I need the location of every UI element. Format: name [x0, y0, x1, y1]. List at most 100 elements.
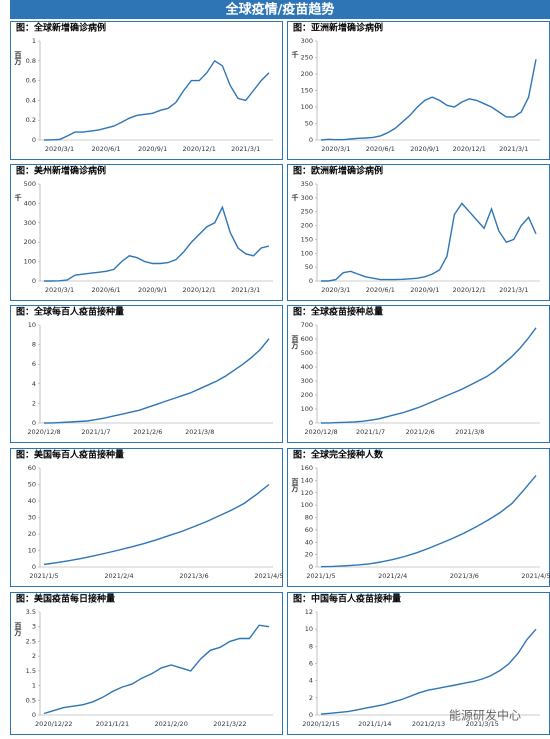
x-tick-label: 2020/9/1: [138, 286, 167, 294]
chart-title: 图：美国每百人疫苗接种量: [16, 449, 124, 461]
y-tick-label: 120: [301, 489, 313, 497]
line: [320, 628, 537, 715]
line: [43, 338, 270, 424]
chart-title: 图：中国每百人疫苗接种量: [293, 593, 401, 605]
y-tick-label: 2: [32, 399, 36, 407]
y-tick-label: 300: [24, 219, 36, 227]
header-bar: [10, 0, 550, 19]
y-tick-label: 140: [301, 476, 313, 484]
y-tick-label: 6: [32, 360, 36, 368]
x-tick-label: 2020/12/22: [35, 720, 72, 728]
chart-title: 图：欧洲新增确诊病例: [293, 165, 383, 177]
x-tick-label: 2021/1/7: [81, 428, 110, 436]
y-tick-label: 1: [32, 37, 36, 45]
x-tick-label: 2020/12/15: [302, 720, 339, 728]
x-tick-label: 2021/3/8: [455, 428, 484, 436]
x-tick-label: 2020/6/1: [91, 145, 120, 153]
y-tick-label: 100: [301, 103, 313, 111]
y-tick-label: 200: [24, 238, 36, 246]
y-tick-label: 250: [301, 54, 313, 62]
x-tick-label: 2021/3/1: [231, 145, 260, 153]
y-tick-label: 6: [309, 660, 313, 668]
y-tick-label: 160: [301, 464, 313, 472]
x-tick-label: 2020/12/1: [453, 145, 486, 153]
x-tick-label: 2021/2/13: [412, 720, 445, 728]
chart-title: 图：亚洲新增确诊病例: [293, 22, 383, 34]
x-tick-label: 2021/1/5: [29, 572, 58, 580]
x-tick-label: 2020/12/1: [183, 145, 216, 153]
y-tick-label: 0: [309, 711, 313, 719]
y-axis-label: 百万: [14, 622, 23, 637]
chart-title: 图：全球新增确诊病例: [16, 22, 106, 34]
y-tick-label: 4: [309, 677, 313, 685]
y-tick-label: 0.2: [26, 116, 36, 124]
x-tick-label: 2021/2/4: [104, 572, 133, 580]
y-tick-label: 8: [309, 642, 313, 650]
x-tick-label: 2020/3/1: [45, 286, 74, 294]
x-tick-label: 2021/2/6: [133, 428, 162, 436]
x-tick-label: 2021/3/8: [185, 428, 214, 436]
x-tick-label: 2021/1/7: [356, 428, 385, 436]
x-tick-label: 2020/6/1: [91, 286, 120, 294]
y-tick-label: 0: [32, 277, 36, 285]
x-tick-label: 2021/3/15: [466, 720, 499, 728]
x-tick-label: 2021/3/1: [499, 145, 528, 153]
y-tick-label: 8: [32, 341, 36, 349]
y-tick-label: 0: [309, 563, 313, 571]
y-tick-label: 200: [301, 70, 313, 78]
x-tick-label: 2021/1/5: [306, 572, 335, 580]
line: [44, 205, 270, 282]
y-tick-label: 50: [28, 481, 36, 489]
y-tick-label: 20: [305, 551, 313, 559]
y-tick-label: 150: [301, 87, 313, 95]
x-tick-label: 2021/3/1: [499, 286, 528, 294]
y-tick-label: 0.8: [26, 57, 36, 65]
line: [43, 483, 270, 566]
y-tick-label: 0: [309, 277, 313, 285]
x-tick-label: 2021/2/20: [155, 720, 188, 728]
x-tick-label: 2021/3/1: [231, 286, 260, 294]
line: [43, 59, 270, 141]
line: [320, 474, 537, 568]
line: [320, 59, 537, 141]
x-tick-label: 2021/4/5: [254, 572, 283, 580]
panel-border: [10, 21, 283, 160]
line: [320, 327, 537, 424]
y-tick-label: 30: [28, 514, 36, 522]
y-tick-label: 10: [305, 625, 313, 633]
y-tick-label: 80: [305, 514, 313, 522]
y-tick-label: 100: [24, 258, 36, 266]
y-tick-label: 600: [301, 335, 313, 343]
y-tick-label: 2: [309, 694, 313, 702]
y-axis-label: 百万: [291, 478, 300, 493]
y-tick-label: 20: [28, 530, 36, 538]
y-axis-label: 百万: [291, 335, 300, 350]
y-tick-label: 400: [301, 363, 313, 371]
chart-title: 图：美国疫苗每日接种量: [16, 593, 115, 605]
x-tick-label: 2020/12/1: [183, 286, 216, 294]
y-tick-label: 10: [28, 321, 36, 329]
y-tick-label: 4: [32, 380, 36, 388]
x-tick-label: 2020/3/1: [321, 286, 350, 294]
y-tick-label: 1: [32, 682, 36, 690]
y-tick-label: 2.5: [26, 637, 36, 645]
y-tick-label: 3.5: [26, 608, 36, 616]
y-tick-label: 50: [305, 263, 313, 271]
y-tick-label: 0: [32, 419, 36, 427]
y-tick-label: 300: [301, 194, 313, 202]
x-tick-label: 2020/9/1: [410, 145, 439, 153]
x-tick-label: 2020/12/1: [453, 286, 486, 294]
y-tick-label: 10: [28, 547, 36, 555]
y-tick-label: 0.6: [26, 77, 36, 85]
y-tick-label: 1.5: [26, 667, 36, 675]
y-tick-label: 300: [301, 377, 313, 385]
x-tick-label: 2021/3/22: [213, 720, 246, 728]
y-tick-label: 200: [301, 391, 313, 399]
x-tick-label: 2021/3/6: [450, 572, 479, 580]
y-tick-label: 0: [32, 711, 36, 719]
y-tick-label: 300: [301, 37, 313, 45]
x-tick-label: 2020/12/8: [304, 428, 337, 436]
chart-title: 图：全球完全接种人数: [293, 449, 384, 461]
chart-title: 图：美州新增确诊病例: [16, 165, 106, 177]
